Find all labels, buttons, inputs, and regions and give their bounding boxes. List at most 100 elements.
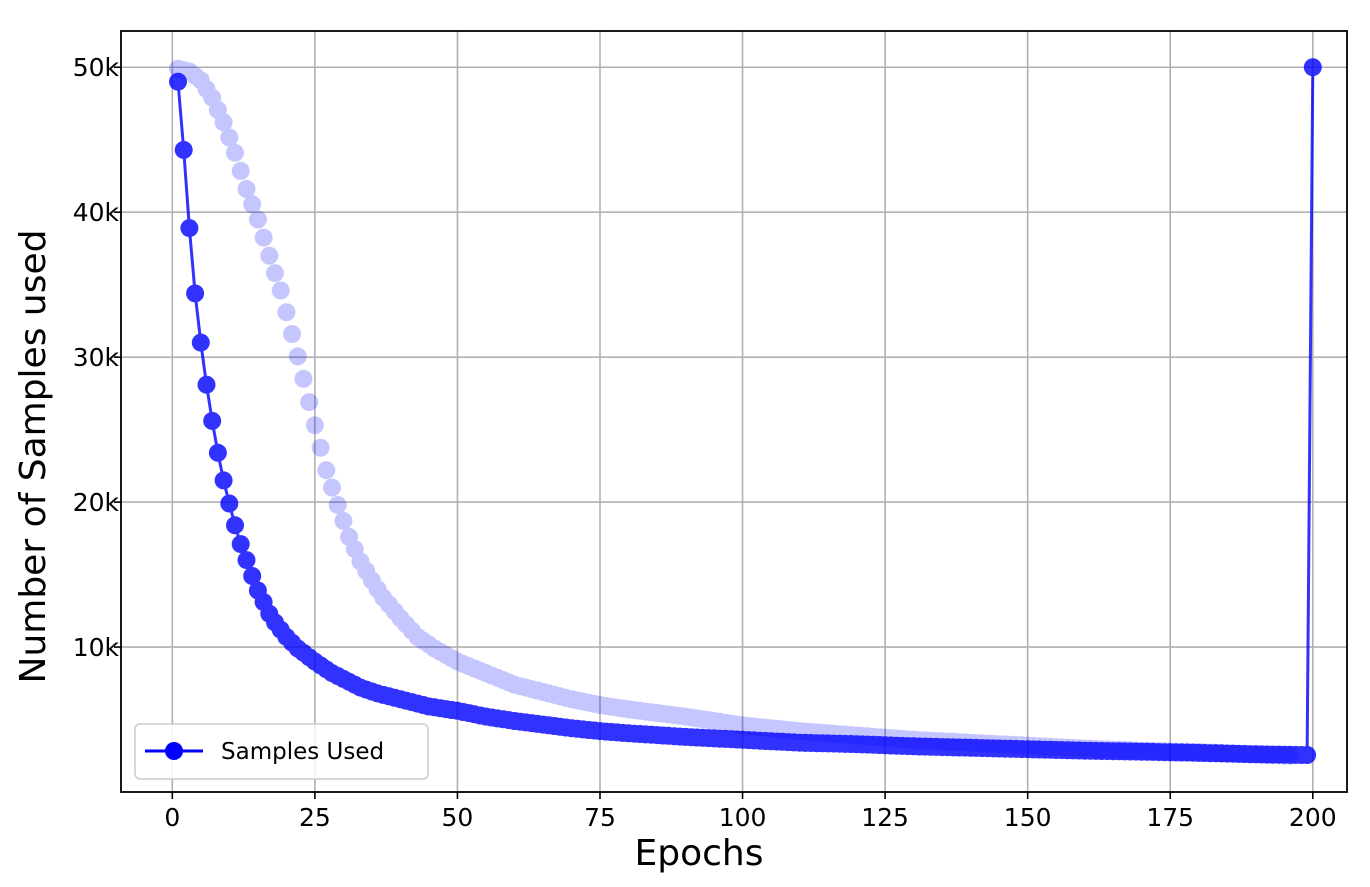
data-point xyxy=(260,246,279,265)
data-point xyxy=(522,680,541,699)
data-point xyxy=(585,694,604,713)
data-point xyxy=(705,712,723,730)
data-point xyxy=(340,527,359,546)
y-tick-label: 10k xyxy=(73,633,120,662)
x-tick-label: 75 xyxy=(584,803,616,832)
data-point xyxy=(169,72,187,91)
data-point xyxy=(739,716,758,735)
data-point xyxy=(323,478,341,497)
data-point xyxy=(397,615,416,634)
data-point xyxy=(186,284,205,303)
x-tick-label: 175 xyxy=(1146,803,1194,832)
data-point xyxy=(277,303,296,322)
plot-frame xyxy=(121,31,1347,792)
data-point xyxy=(254,228,273,247)
legend-label: Samples Used xyxy=(221,739,384,765)
data-point xyxy=(619,700,638,719)
data-point xyxy=(545,685,564,704)
data-point xyxy=(385,602,404,621)
data-point xyxy=(1298,746,1317,764)
data-point xyxy=(197,80,216,98)
data-point xyxy=(186,66,205,85)
data-point xyxy=(528,681,547,700)
data-point xyxy=(516,678,535,697)
data-point xyxy=(733,716,752,735)
data-point xyxy=(220,128,239,147)
data-point xyxy=(402,621,421,640)
data-point xyxy=(237,180,256,198)
data-point xyxy=(613,699,632,718)
data-point xyxy=(745,717,763,736)
data-point xyxy=(710,712,729,731)
data-point xyxy=(214,113,233,132)
data-point xyxy=(602,697,621,716)
data-point xyxy=(374,588,393,607)
data-point xyxy=(414,631,433,650)
data-point xyxy=(191,333,210,352)
y-tick-label: 50k xyxy=(73,53,120,82)
data-point xyxy=(442,649,461,668)
data-point xyxy=(665,706,684,725)
data-point xyxy=(579,693,598,712)
data-point xyxy=(471,661,490,680)
data-point xyxy=(727,715,746,734)
y-tick-label: 20k xyxy=(73,488,120,517)
legend-box xyxy=(134,723,429,780)
data-point xyxy=(208,101,227,119)
x-tick-label: 100 xyxy=(719,803,767,832)
data-point xyxy=(437,646,455,664)
data-point xyxy=(368,580,387,599)
data-point xyxy=(494,671,513,690)
data-point xyxy=(556,688,575,707)
data-point xyxy=(499,673,518,692)
x-tick-label: 200 xyxy=(1289,803,1337,832)
data-point xyxy=(636,702,655,721)
data-point xyxy=(203,88,222,107)
data-point xyxy=(693,710,712,729)
data-point xyxy=(334,511,353,530)
data-point xyxy=(608,698,627,717)
data-point xyxy=(328,496,347,514)
x-tick-label: 125 xyxy=(861,803,909,832)
data-point xyxy=(197,375,216,394)
data-point xyxy=(568,691,587,710)
data-point xyxy=(237,551,256,570)
data-point xyxy=(208,443,227,462)
x-tick-label: 0 xyxy=(164,803,180,832)
data-point xyxy=(642,703,661,722)
data-point xyxy=(488,668,507,687)
data-point xyxy=(231,535,250,554)
data-point xyxy=(220,494,239,513)
data-point xyxy=(682,708,701,727)
axes-spine xyxy=(120,30,1348,793)
data-point xyxy=(243,567,262,585)
data-point xyxy=(243,195,262,214)
data-point xyxy=(431,642,450,661)
data-point xyxy=(465,659,484,678)
data-point xyxy=(448,652,467,671)
data-point xyxy=(511,677,530,696)
data-point xyxy=(169,59,187,78)
series-layer xyxy=(169,58,1322,765)
data-point xyxy=(596,696,615,715)
data-point xyxy=(630,701,649,720)
data-point xyxy=(425,639,444,658)
data-point xyxy=(482,666,501,685)
data-point xyxy=(653,704,672,723)
data-point xyxy=(722,714,741,733)
data-point xyxy=(573,692,592,711)
axes: 0 25 50 75 100 125 150 175 200 10k 20k 30k 40k 50k xyxy=(73,30,1348,832)
data-point xyxy=(1303,58,1322,77)
data-point xyxy=(534,683,552,701)
data-point xyxy=(408,627,427,646)
data-point xyxy=(625,701,644,720)
x-tick-label: 50 xyxy=(442,803,474,832)
data-point xyxy=(317,461,336,480)
data-point xyxy=(294,369,313,388)
data-point xyxy=(351,552,370,571)
data-point xyxy=(459,657,478,676)
data-point xyxy=(362,571,381,590)
data-point xyxy=(248,210,267,229)
data-point xyxy=(283,325,302,343)
